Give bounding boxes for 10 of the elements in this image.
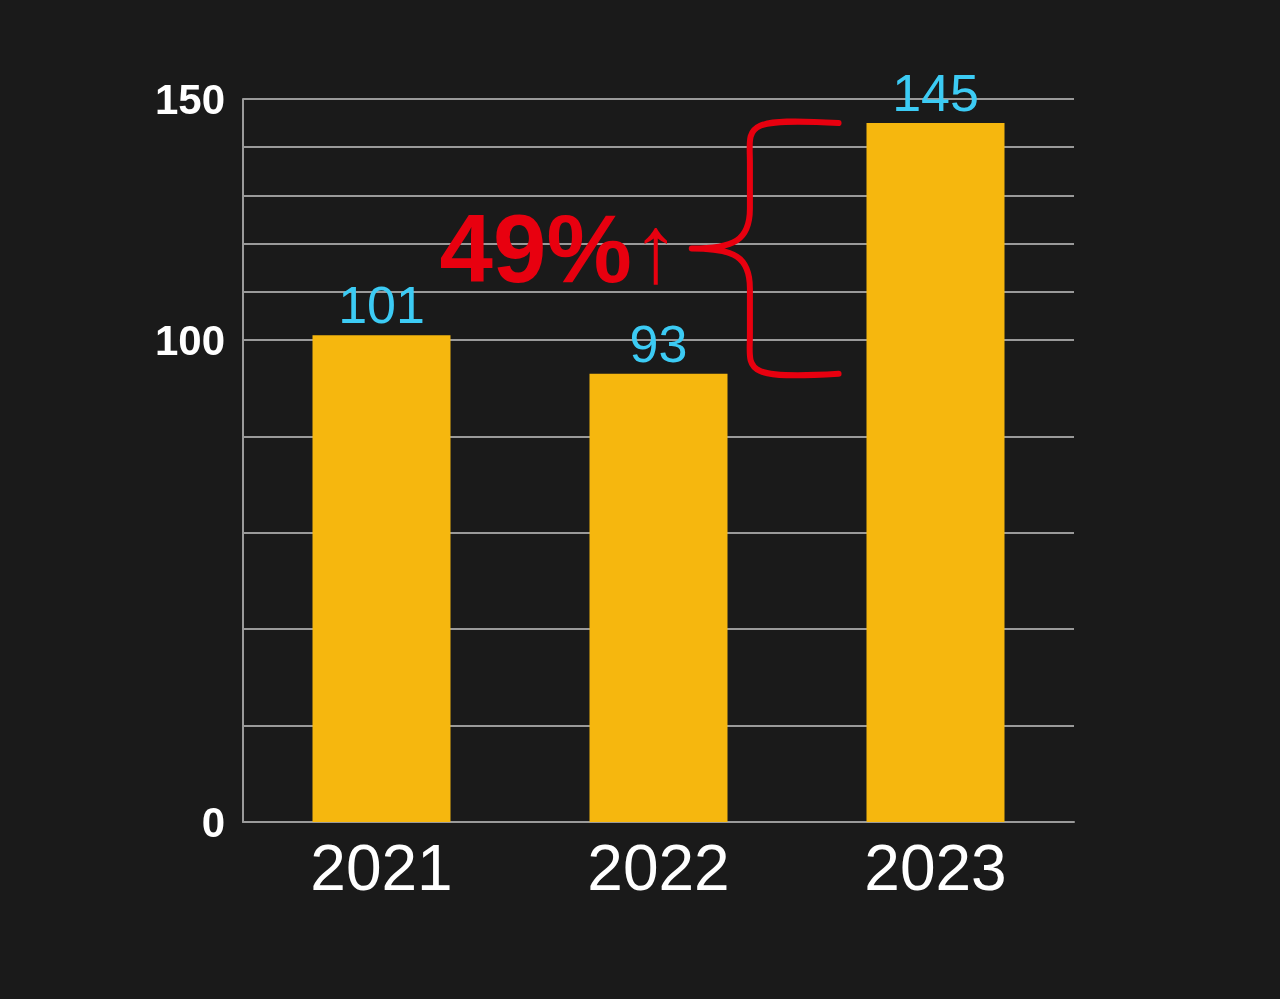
x-tick-label: 2022 xyxy=(587,832,730,904)
bar xyxy=(589,373,728,822)
bar xyxy=(866,123,1005,822)
bar xyxy=(312,335,451,822)
x-tick-label: 2021 xyxy=(310,832,453,904)
y-tick-label: 0 xyxy=(201,798,225,846)
x-tick-label: 2023 xyxy=(864,832,1007,904)
y-tick-label: 100 xyxy=(154,316,225,364)
y-tick-label: 150 xyxy=(154,75,225,123)
data-label: 101 xyxy=(338,276,425,335)
